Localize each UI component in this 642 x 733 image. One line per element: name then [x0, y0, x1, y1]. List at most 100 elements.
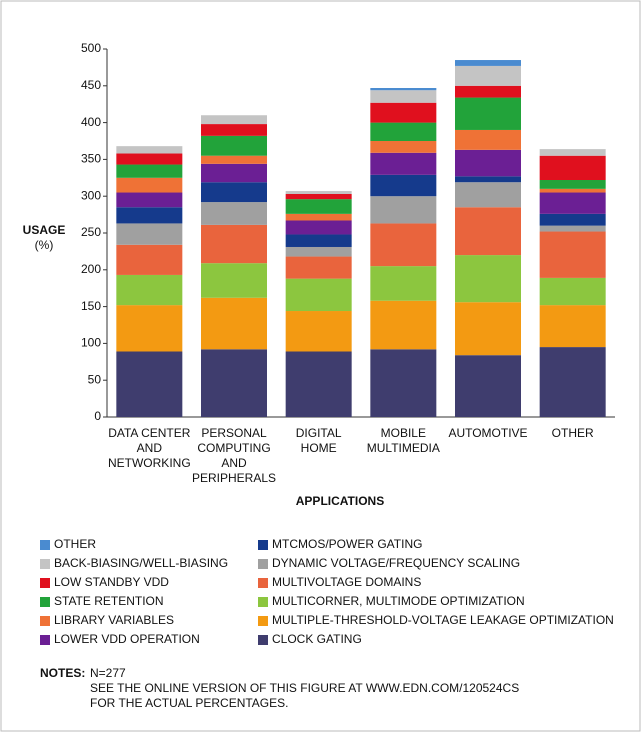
- bar-segment: [539, 188, 606, 193]
- legend-label: CLOCK GATING: [272, 632, 362, 646]
- bar-segment: [201, 263, 267, 298]
- notes-line: SEE THE ONLINE VERSION OF THIS FIGURE AT…: [90, 681, 519, 695]
- legend-label: MULTIVOLTAGE DOMAINS: [272, 575, 421, 589]
- bar-segment: [201, 349, 267, 417]
- bar-segment: [370, 349, 437, 417]
- legend-swatch: [258, 597, 268, 607]
- bar-segment: [285, 220, 352, 235]
- x-tick-label: MOBILE: [381, 426, 426, 440]
- bar-segment: [201, 155, 267, 164]
- bar-segment: [370, 266, 437, 301]
- bar-segment: [201, 297, 267, 350]
- bar-segment: [370, 196, 437, 224]
- legend-swatch: [40, 635, 50, 645]
- bar-segment: [201, 135, 267, 156]
- x-tick-label: PERIPHERALS: [192, 471, 276, 485]
- legend-swatch: [258, 578, 268, 588]
- x-axis-title: APPLICATIONS: [296, 494, 384, 508]
- legend-swatch: [40, 578, 50, 588]
- x-tick-label: COMPUTING: [197, 441, 270, 455]
- bar-segment: [539, 225, 606, 232]
- bar-segment: [116, 207, 183, 224]
- legend-label: MULTICORNER, MULTIMODE OPTIMIZATION: [272, 594, 525, 608]
- y-tick-label: 450: [81, 78, 101, 92]
- legend-label: MTCMOS/POWER GATING: [272, 537, 422, 551]
- bar-segment: [539, 305, 606, 348]
- legend-label: MULTIPLE-THRESHOLD-VOLTAGE LEAKAGE OPTIM…: [272, 613, 614, 627]
- y-tick-label: 0: [94, 409, 101, 423]
- y-axis-title: USAGE: [23, 223, 66, 237]
- bar-segment: [285, 191, 352, 194]
- legend-label: LOWER VDD OPERATION: [54, 632, 200, 646]
- notes-line: FOR THE ACTUAL PERCENTAGES.: [90, 696, 288, 710]
- y-tick-label: 300: [81, 188, 101, 202]
- bar-segment: [370, 152, 437, 175]
- bar-segment: [285, 213, 352, 221]
- y-tick-label: 50: [88, 372, 102, 386]
- x-tick-label: PERSONAL: [201, 426, 267, 440]
- legend-swatch: [40, 540, 50, 550]
- legend-label: DYNAMIC VOLTAGE/FREQUENCY SCALING: [272, 556, 520, 570]
- y-tick-label: 500: [81, 41, 101, 55]
- legend-swatch: [258, 540, 268, 550]
- bar-segment: [285, 234, 352, 247]
- x-tick-label: HOME: [301, 441, 337, 455]
- y-tick-label: 200: [81, 262, 101, 276]
- x-tick-label: OTHER: [552, 426, 594, 440]
- legend-swatch: [258, 635, 268, 645]
- bar-segment: [116, 274, 183, 306]
- bar-segment: [116, 305, 183, 352]
- bar-segment: [455, 176, 521, 183]
- bar-segment: [539, 192, 606, 214]
- bar-segment: [116, 153, 183, 165]
- legend-swatch: [40, 597, 50, 607]
- bar-segment: [455, 60, 521, 66]
- legend-label: STATE RETENTION: [54, 594, 164, 608]
- bar-segment: [539, 231, 606, 278]
- legend-label: OTHER: [54, 537, 96, 551]
- x-tick-label: DIGITAL: [296, 426, 342, 440]
- bar-segment: [201, 124, 267, 136]
- bar-segment: [285, 351, 352, 417]
- bar-segment: [539, 149, 606, 156]
- bar-segment: [370, 174, 437, 197]
- x-tick-label: DATA CENTER: [108, 426, 191, 440]
- bar-segment: [455, 355, 521, 417]
- bar-segment: [201, 163, 267, 183]
- bar-segment: [370, 300, 437, 350]
- bar-segment: [370, 90, 437, 103]
- bar-segment: [116, 164, 183, 178]
- bar-segment: [539, 180, 606, 189]
- bar-segment: [116, 177, 183, 193]
- bar-segment: [201, 202, 267, 225]
- notes-label: NOTES:: [40, 666, 85, 680]
- bar-segment: [370, 223, 437, 267]
- bar-segment: [370, 102, 437, 123]
- y-tick-label: 250: [81, 225, 101, 239]
- bar-segment: [285, 311, 352, 352]
- bar-segment: [116, 192, 183, 208]
- x-tick-label: MULTIMEDIA: [367, 441, 440, 455]
- x-tick-label: AND: [137, 441, 163, 455]
- bar-segment: [370, 122, 437, 141]
- bar-segment: [285, 278, 352, 312]
- x-tick-label: AUTOMOTIVE: [448, 426, 527, 440]
- bar-segment: [116, 244, 183, 275]
- bar-segment: [116, 223, 183, 245]
- bar-segment: [370, 141, 437, 153]
- bar-segment: [455, 302, 521, 356]
- legend-swatch: [258, 559, 268, 569]
- bar-segment: [285, 256, 352, 279]
- bar-segment: [116, 146, 183, 154]
- notes-line: N=277: [90, 666, 126, 680]
- bar-segment: [455, 182, 521, 208]
- y-tick-label: 100: [81, 336, 101, 350]
- bar-segment: [539, 277, 606, 306]
- bar-segment: [539, 347, 606, 417]
- bar-segment: [455, 255, 521, 303]
- bar-segment: [455, 65, 521, 86]
- bar-segment: [539, 155, 606, 181]
- bar-segment: [455, 207, 521, 256]
- bar-segment: [285, 246, 352, 257]
